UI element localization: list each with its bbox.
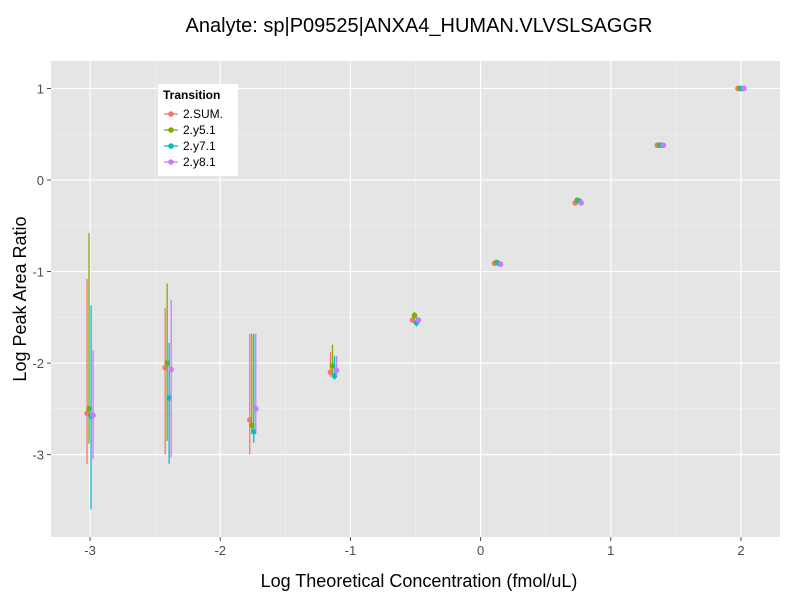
x-tick-label: -1 [345,543,357,558]
data-point [90,412,96,419]
y-tick-label: -3 [32,448,44,463]
legend-label: 2.y7.1 [183,139,216,153]
y-tick-label: 0 [37,173,44,188]
y-tick-label: -1 [32,265,44,280]
data-point [660,142,667,149]
x-axis-title: Log Theoretical Concentration (fmol/uL) [261,571,578,591]
y-tick-label: 1 [37,81,44,96]
data-point [497,261,504,268]
legend-key-point [168,127,174,133]
chart-title: Analyte: sp|P09525|ANXA4_HUMAN.VLVSLSAGG… [186,15,653,37]
legend-label: 2.SUM. [183,107,223,121]
data-point [578,200,585,206]
legend-title: Transition [163,88,220,102]
data-point [168,366,174,373]
x-tick-label: 1 [607,543,614,558]
x-tick-label: 2 [737,543,744,558]
data-point [252,406,259,412]
y-axis-title: Log Peak Area Ratio [10,216,30,381]
legend-key-point [168,143,174,149]
legend: Transition 2.SUM. 2.y5.1 2.y7.1 2.y8.1 [158,84,238,176]
legend-label: 2.y5.1 [183,123,216,137]
legend-label: 2.y8.1 [183,155,216,169]
x-tick-label: 0 [477,543,484,558]
data-point [415,317,422,323]
data-point [333,367,340,374]
x-tick-label: -2 [214,543,226,558]
data-point [411,312,418,319]
legend-key-point [168,159,174,165]
legend-key-point [168,111,174,117]
y-tick-label: -2 [32,356,44,371]
series-2-y8-1 [90,85,747,460]
series-2-sum [84,85,741,464]
x-tick-label: -3 [84,543,96,558]
data-point [741,85,747,92]
